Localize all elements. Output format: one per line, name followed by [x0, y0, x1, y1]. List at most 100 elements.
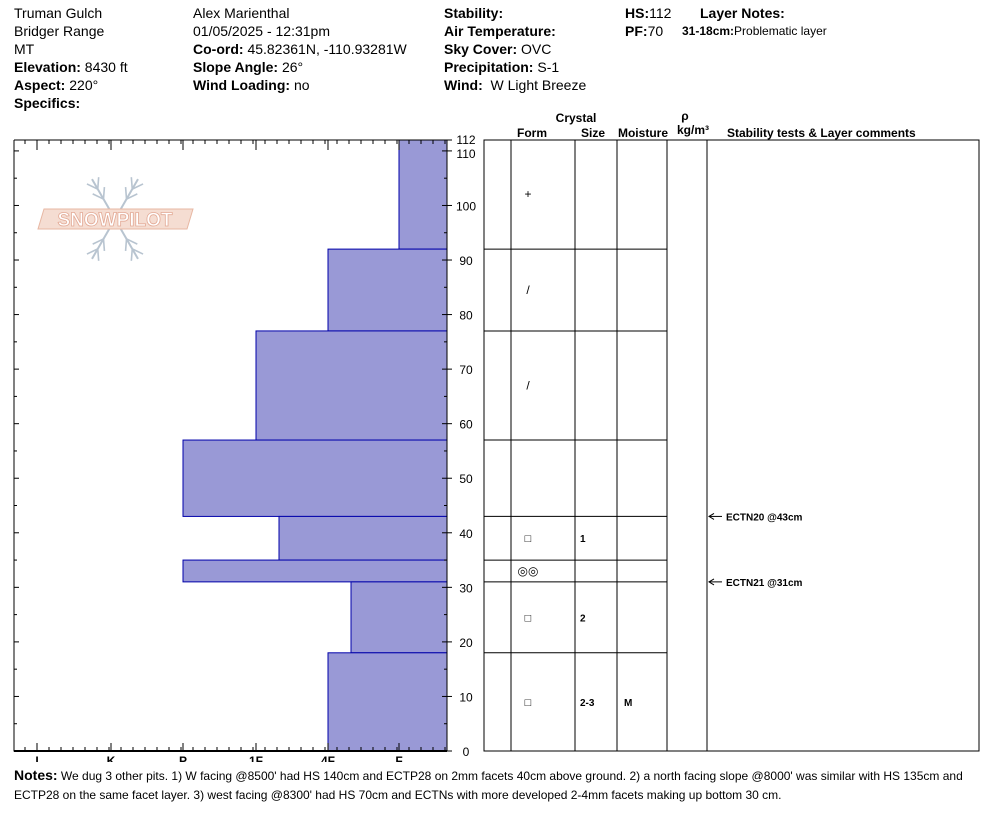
snowpilot-logo: SNOWPILOT: [37, 177, 194, 261]
hardness-tick-label: I: [35, 754, 38, 762]
snowflake-branch: [92, 193, 104, 200]
hs-value: 112: [649, 5, 672, 21]
crystal-header: Crystal: [556, 111, 597, 125]
elevation-value: 8430 ft: [84, 59, 128, 75]
grain-form-symbol: □: [525, 612, 532, 624]
stability-test-label: ECTN21 @31cm: [726, 578, 803, 589]
sky-value: OVC: [521, 41, 552, 57]
moisture-header: Moisture: [618, 126, 668, 140]
hardness-tick-label: F: [395, 754, 402, 762]
aspect-row: Aspect: 220°: [14, 77, 99, 93]
form-header: Form: [517, 126, 547, 140]
hardness-tick-label: 1F: [249, 754, 263, 762]
snowflake-branch: [86, 248, 99, 255]
notes-section: Notes: We dug 3 other pits. 1) W facing …: [14, 766, 986, 805]
stability-test-label: ECTN20 @43cm: [726, 512, 803, 523]
hardness-bar: [398, 139, 448, 250]
layer-note-range: 31-18cm:: [682, 24, 735, 38]
moisture-value: M: [624, 698, 632, 709]
grain-form-symbol: □: [525, 697, 532, 709]
snowflake-branch: [102, 238, 106, 251]
hardness-bar: [278, 515, 448, 561]
wind-loading-row: Wind Loading: no: [193, 77, 310, 93]
depth-tick-label: 40: [459, 527, 473, 541]
snowflake-branch: [130, 177, 134, 190]
layer-table: Crystal Form Size Moisture ρkg/m³ Stability t…: [483, 109, 980, 752]
grain-size-value: 2: [580, 613, 586, 624]
grain-form-symbol: +: [524, 187, 531, 201]
snowflake-branch: [131, 183, 144, 190]
snowflake-branch: [124, 238, 128, 251]
slope-value: 26°: [281, 59, 304, 75]
wind-row: Wind: W Light Breeze: [444, 77, 587, 93]
datetime: 01/05/2025 - 12:31pm: [193, 23, 330, 39]
hardness-bar: [255, 330, 448, 441]
precip-row: Precipitation: S-1: [444, 59, 560, 75]
snowflake-branch: [86, 183, 99, 190]
density-symbol-header: ρ: [681, 109, 688, 123]
snowflake-branch: [124, 187, 128, 200]
snowflake-branch: [92, 238, 104, 245]
slope-row: Slope Angle: 26°: [193, 59, 304, 75]
depth-tick-label: 30: [459, 581, 473, 595]
location-name: Truman Gulch: [14, 5, 103, 21]
coord-value: 45.82361N, -110.93281W: [247, 41, 407, 57]
hardness-bar: [327, 652, 448, 752]
hardness-bar: [327, 248, 448, 332]
depth-tick-label: 0: [463, 745, 470, 759]
depth-tick-label: 20: [459, 636, 473, 650]
depth-tick-label: 80: [459, 309, 473, 323]
precip-value: S-1: [537, 59, 560, 75]
notes-label: Notes:: [14, 767, 58, 783]
grain-form-symbol: □: [525, 533, 532, 545]
notes-text: We dug 3 other pits. 1) W facing @8500' …: [14, 769, 963, 802]
depth-tick-label: 110: [456, 147, 475, 161]
logo-text: SNOWPILOT: [57, 210, 172, 231]
wind-value: W Light Breeze: [490, 77, 587, 93]
hardness-tick-label: P: [179, 754, 187, 762]
grain-form-symbol: /: [526, 283, 530, 297]
depth-tick-label: 70: [459, 363, 473, 377]
snowflake-branch: [126, 238, 138, 245]
density-unit-header: kg/m³: [677, 123, 709, 137]
hardness-axis: I K P 1F 4F F: [24, 140, 446, 762]
table-border: [483, 139, 980, 752]
hardness-bar: [182, 559, 448, 583]
hardness-tick-label: K: [107, 754, 116, 762]
hardness-tick-label: 4F: [321, 754, 335, 762]
grain-size-value: 1: [580, 534, 586, 545]
logo-banner: [37, 208, 194, 230]
snowflake-branch: [131, 248, 144, 255]
test-arrow-head: [708, 512, 715, 520]
observer-name: Alex Marienthal: [193, 5, 290, 21]
air-temp-row: Air Temperature:: [444, 23, 556, 39]
snowflake-branch: [126, 193, 138, 200]
aspect-value: 220°: [69, 77, 99, 93]
weather-block: Stability: Air Temperature: Sky Cover: O…: [444, 4, 586, 94]
depth-tick-label: 112: [456, 133, 475, 147]
hardness-bar: [182, 439, 448, 517]
layer-note-row: 31-18cm:Problematic layer: [682, 22, 827, 40]
specifics-row: Specifics:: [14, 95, 81, 111]
snowflake-branch: [102, 187, 106, 200]
stability-row: Stability:: [444, 5, 504, 21]
stability-header: Stability tests & Layer comments: [727, 126, 916, 140]
snowflake-branch: [96, 248, 100, 261]
observer-block: Alex Marienthal 01/05/2025 - 12:31pm Co-…: [193, 4, 407, 94]
depth-tick-label: 50: [459, 472, 473, 486]
wind-loading-value: no: [293, 77, 310, 93]
snowflake-branch: [130, 248, 134, 261]
range-name: Bridger Range: [14, 23, 105, 39]
hardness-bar: [350, 581, 448, 654]
depth-tick-label: 90: [459, 254, 473, 268]
snowflake-branch: [96, 177, 100, 190]
grain-form-symbol: ◎◎: [518, 564, 539, 578]
pf-value: 70: [647, 23, 664, 39]
size-header: Size: [581, 126, 605, 140]
depth-tick-label: 60: [459, 418, 473, 432]
elevation-row: Elevation: 8430 ft: [14, 59, 128, 75]
depth-tick-label: 10: [459, 690, 473, 704]
sky-row: Sky Cover: OVC: [444, 41, 552, 57]
